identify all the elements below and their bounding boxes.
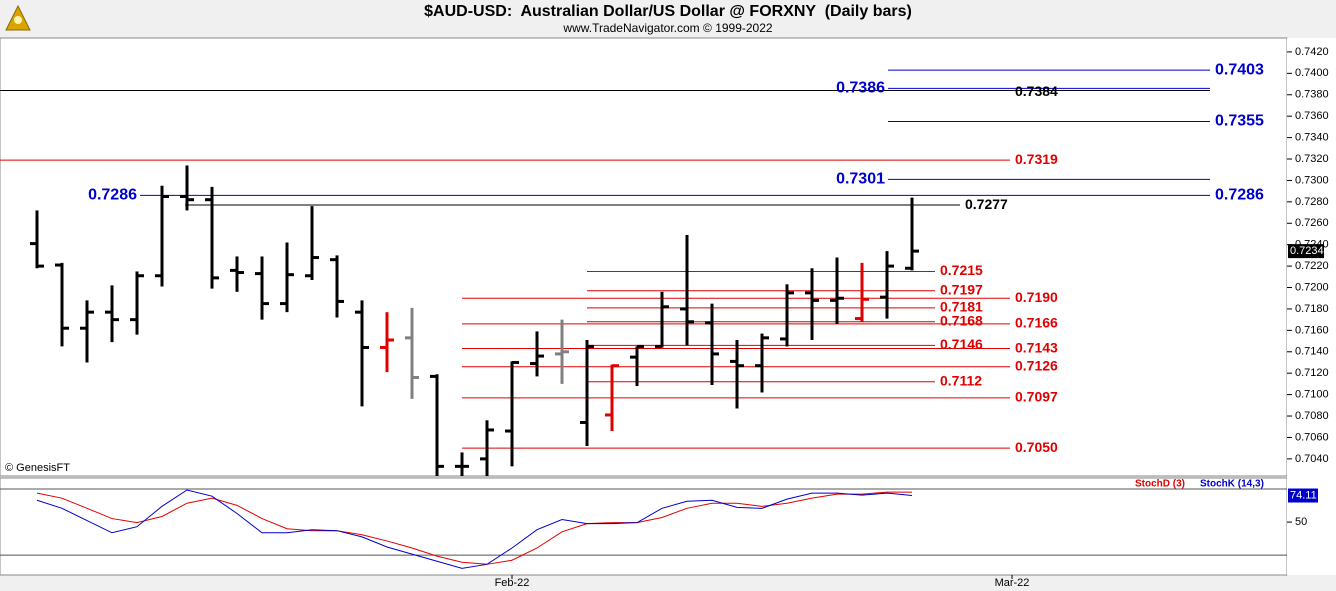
y-tick-label: 0.7160 <box>1295 324 1329 336</box>
stoch-last-box <box>1288 488 1318 503</box>
y-tick-label: 0.7060 <box>1295 431 1329 443</box>
y-tick-label: 0.7040 <box>1295 453 1329 465</box>
level-label: 0.7215 <box>940 262 983 278</box>
last-price-box <box>1288 244 1324 259</box>
price-plot <box>0 69 1210 476</box>
level-label: 0.7126 <box>1015 357 1058 373</box>
y-tick-label: 0.7180 <box>1295 303 1329 315</box>
level-label: 0.7301 <box>836 171 885 188</box>
price-panel <box>0 37 1288 477</box>
level-label: 0.7050 <box>1015 439 1058 455</box>
level-label: 0.7197 <box>940 281 983 297</box>
y-tick-label: 0.7300 <box>1295 174 1329 186</box>
stoch-plot <box>0 488 1287 569</box>
y-tick-label: 0.7320 <box>1295 153 1329 165</box>
stoch-panel <box>0 477 1288 576</box>
y-tick-label: 0.7400 <box>1295 67 1329 79</box>
x-tick-label: Mar-22 <box>995 577 1030 589</box>
level-label: 0.7386 <box>836 80 885 97</box>
chart-title: $AUD-USD: Australian Dollar/US Dollar @ … <box>424 3 912 20</box>
annotation: © GenesisFT <box>5 462 70 474</box>
level-label: 0.7143 <box>1015 339 1058 355</box>
level-label: 0.7166 <box>1015 315 1058 331</box>
right-axis <box>1287 38 1336 575</box>
logo <box>5 4 31 31</box>
y-tick-label: 0.7260 <box>1295 217 1329 229</box>
level-label: 0.7286 <box>1215 187 1264 204</box>
level-label: 0.7181 <box>940 299 983 315</box>
level-label: 0.7384 <box>1015 83 1058 99</box>
overlay: 0.7040 0.7060 0.7080 0.7100 0.7120 0.7140 0.71… <box>88 46 1329 589</box>
y-tick-label: 0.7340 <box>1295 132 1329 144</box>
level-label: 0.7286 <box>88 187 137 204</box>
level-label: 0.7097 <box>1015 389 1058 405</box>
stoch-line <box>36 489 913 569</box>
x-tick-label: Feb-22 <box>495 577 530 589</box>
y-tick-label: 0.7380 <box>1295 89 1329 101</box>
level-label: 0.7319 <box>1015 151 1058 167</box>
y-tick-label: 0.7280 <box>1295 196 1329 208</box>
level-label: 0.7112 <box>940 372 982 388</box>
y-tick-label: 0.7140 <box>1295 346 1329 358</box>
y-tick-label: 0.7120 <box>1295 367 1329 379</box>
legend-entry: StochD (3) <box>1135 479 1185 490</box>
y-tick-label: 0.7220 <box>1295 260 1329 272</box>
level-label: 0.7168 <box>940 312 983 328</box>
y-tick-label: 50 <box>1295 516 1307 528</box>
level-label: 0.7355 <box>1215 113 1264 130</box>
y-tick-label: 0.7100 <box>1295 389 1329 401</box>
level-label: 0.7190 <box>1015 289 1058 305</box>
last-price-label: 0.7234 <box>1290 245 1324 257</box>
y-tick-label: 0.7080 <box>1295 410 1329 422</box>
y-tick-label: 0.7200 <box>1295 281 1329 293</box>
y-tick-label: 0.7360 <box>1295 110 1329 122</box>
level-label: 0.7146 <box>940 336 983 352</box>
y-tick-label: 0.7420 <box>1295 46 1329 58</box>
level-label: 0.7277 <box>965 196 1008 212</box>
legend-entry: StochK (14,3) <box>1200 479 1264 490</box>
stoch-last-label: 74.11 <box>1290 489 1317 501</box>
stoch-line <box>36 491 912 565</box>
level-label: 0.7403 <box>1215 61 1264 78</box>
chart-subtitle: www.TradeNavigator.com © 1999-2022 <box>562 21 772 35</box>
